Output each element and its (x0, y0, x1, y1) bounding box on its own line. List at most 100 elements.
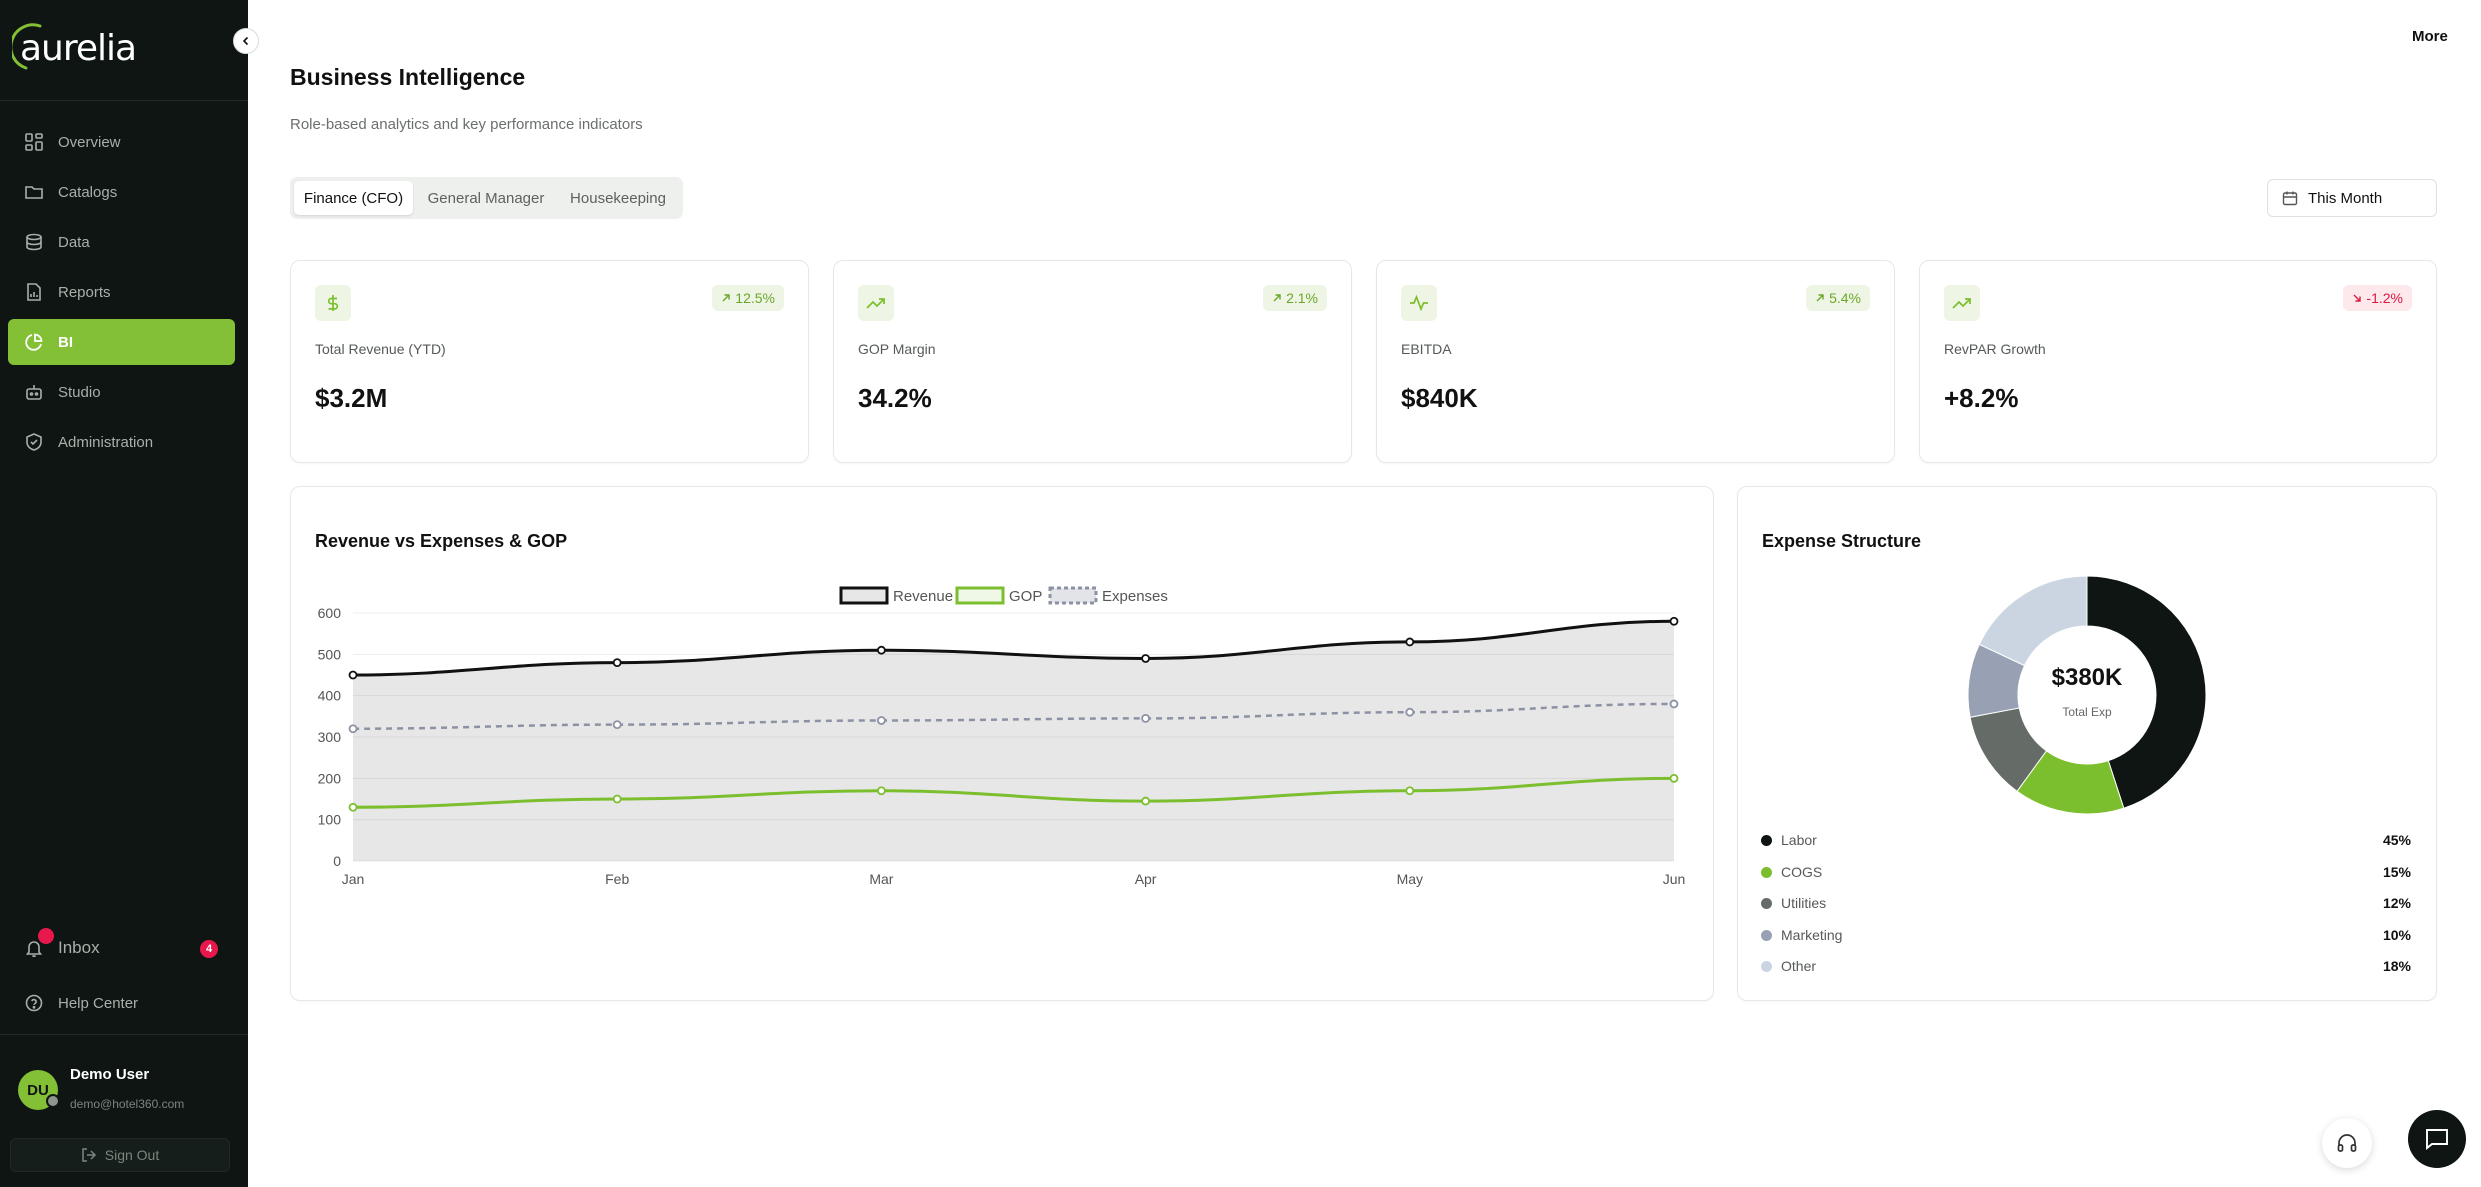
trend-badge: 5.4% (1806, 285, 1870, 311)
trend-badge: -1.2% (2343, 285, 2412, 311)
trend-value: 2.1% (1286, 290, 1318, 306)
data-point (612, 794, 622, 804)
data-point (1669, 699, 1679, 709)
data-point (1669, 616, 1679, 626)
series-line-gop (352, 776, 1675, 809)
donut-center-label: Total Exp (2062, 705, 2112, 719)
legend-label: Labor (1781, 832, 1817, 848)
sidebar-item-label: Studio (58, 383, 101, 401)
dollar-icon (315, 285, 351, 321)
tab-housekeeping[interactable]: Housekeeping (570, 189, 666, 207)
legend-percent: 12% (2382, 895, 2411, 911)
legend-percent: 45% (2382, 832, 2411, 848)
sidebar-item-bi[interactable]: BI (8, 319, 235, 365)
data-point (1141, 713, 1150, 723)
data-point (348, 670, 358, 680)
legend-label: Other (1781, 958, 1817, 974)
trending-up-icon (1944, 285, 1980, 321)
legend-label: Utilities (1781, 895, 1827, 911)
legend-label: Expenses (1102, 588, 1168, 605)
donut-slice-other (1978, 575, 2088, 667)
kpi-label: RevPAR Growth (1944, 341, 2046, 357)
x-tick-label: Jun (1663, 871, 1686, 887)
brand-logo[interactable]: aurelia (12, 20, 172, 76)
kpi-label: GOP Margin (858, 341, 936, 357)
x-tick-label: Mar (869, 871, 893, 887)
tab-general-manager[interactable]: General Manager (427, 189, 545, 207)
legend-label: Marketing (1781, 927, 1843, 943)
x-tick-label: Jan (342, 871, 365, 887)
chat-button[interactable] (2408, 1110, 2466, 1168)
legend-label: GOP (1009, 588, 1042, 605)
expense-structure-card: Expense Structure (1737, 486, 2437, 1001)
sidebar-item-label: Administration (58, 433, 154, 451)
donut-center-value: $380K (2051, 664, 2123, 691)
data-point (1405, 707, 1415, 717)
arrow-up-right-icon (722, 294, 730, 302)
data-point (1669, 773, 1679, 783)
legend-swatch (955, 586, 1005, 605)
file-chart-icon (24, 282, 44, 302)
legend-item: Labor 45% (1761, 830, 2411, 850)
headphones-icon (2337, 1134, 2357, 1152)
legend-swatch (1048, 586, 1098, 605)
legend-item: COGS 15% (1761, 862, 2411, 882)
date-range-select[interactable]: This Month (2267, 179, 2437, 217)
inbox-notification-dot (38, 928, 54, 944)
collapse-sidebar-button[interactable] (233, 28, 259, 54)
legend-item: Utilities 12% (1761, 893, 2411, 913)
user-status-indicator (46, 1094, 60, 1108)
legend-item: Other 18% (1761, 956, 2411, 976)
sidebar-divider (0, 100, 248, 101)
sidebar-item-inbox[interactable]: Inbox (8, 925, 235, 971)
sidebar-item-overview[interactable]: Overview (8, 119, 235, 165)
trend-badge: 2.1% (1263, 285, 1327, 311)
kpi-label: Total Revenue (YTD) (315, 341, 446, 357)
x-tick-label: Apr (1135, 871, 1157, 887)
user-email: demo@hotel360.com (70, 1097, 185, 1111)
legend-swatch (1761, 930, 1772, 941)
y-tick-label: 200 (318, 770, 342, 786)
trending-up-icon (858, 285, 894, 321)
sidebar-item-administration[interactable]: Administration (8, 419, 235, 465)
sidebar-item-label: Catalogs (58, 183, 118, 201)
y-tick-label: 0 (333, 853, 341, 869)
sidebar-item-label: Reports (58, 283, 111, 301)
donut-chart (1967, 575, 2207, 815)
message-square-icon (2426, 1129, 2448, 1150)
legend-percent: 18% (2382, 958, 2411, 974)
y-tick-label: 300 (318, 729, 342, 745)
revenue-expenses-chart-card: Revenue vs Expenses & GOP (290, 486, 1714, 1001)
arrow-up-right-icon (1816, 294, 1824, 302)
kpi-value: $3.2M (315, 383, 388, 413)
sidebar-item-data[interactable]: Data (8, 219, 235, 265)
activity-icon (1401, 285, 1437, 321)
bell-icon (24, 938, 44, 958)
help-circle-icon (24, 993, 44, 1013)
sidebar-item-catalogs[interactable]: Catalogs (8, 169, 235, 215)
legend-label: COGS (1781, 864, 1823, 880)
sidebar-item-help-center[interactable]: Help Center (8, 980, 235, 1026)
support-button[interactable] (2322, 1118, 2372, 1168)
more-button[interactable]: More (2412, 28, 2448, 45)
sign-out-button[interactable]: Sign Out (10, 1138, 230, 1172)
bot-icon (24, 382, 44, 402)
pie-chart-icon (24, 332, 44, 352)
y-tick-label: 400 (318, 688, 342, 704)
kpi-value: 34.2% (858, 383, 932, 413)
sidebar-item-studio[interactable]: Studio (8, 369, 235, 415)
chevron-left-icon (242, 36, 249, 46)
kpi-card-revpar-growth: -1.2% RevPAR Growth +8.2% (1919, 260, 2437, 463)
tab-finance-cfo[interactable]: Finance (CFO) (294, 181, 413, 215)
sidebar: aurelia Overview Catalogs Data Reports B… (0, 0, 248, 1187)
log-out-icon (81, 1147, 97, 1163)
sidebar-item-reports[interactable]: Reports (8, 269, 235, 315)
donut-slice-labor (2086, 575, 2207, 809)
grid-icon (24, 132, 44, 152)
date-range-label: This Month (2308, 189, 2383, 207)
brand-name: aurelia (20, 28, 137, 69)
user-name: Demo User (70, 1066, 150, 1083)
kpi-value: +8.2% (1944, 383, 2019, 413)
y-tick-label: 100 (318, 812, 342, 828)
data-point (877, 786, 886, 796)
